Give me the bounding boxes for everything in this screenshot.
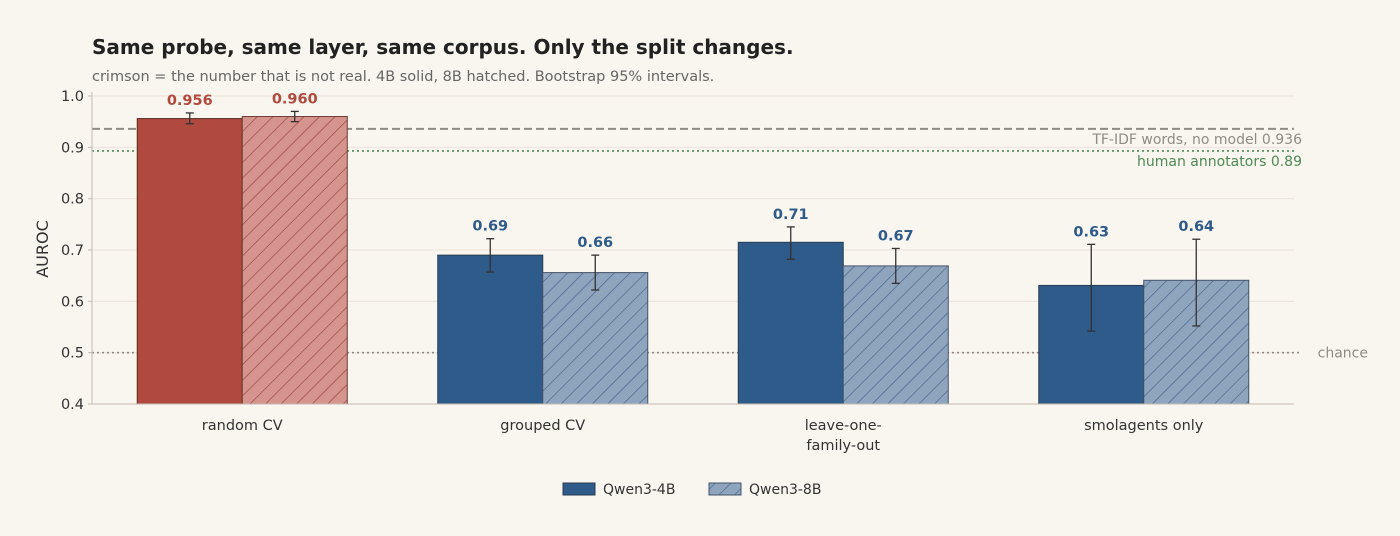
y-tick-label: 0.4	[61, 397, 84, 413]
bar	[737, 241, 844, 405]
chart-title: Same probe, same layer, same corpus. Onl…	[92, 35, 794, 59]
bar	[136, 118, 243, 405]
legend-label: Qwen3-8B	[749, 482, 821, 498]
legend: Qwen3-4B Qwen3-8B	[562, 482, 821, 498]
y-tick-label: 0.9	[61, 140, 84, 156]
y-tick-label: 0.5	[61, 346, 84, 362]
bar	[842, 265, 949, 405]
bar	[542, 272, 649, 405]
y-tick-label: 1.0	[61, 89, 84, 105]
legend-swatch	[708, 482, 742, 496]
x-tick-label: smolagents only	[1084, 418, 1204, 434]
legend-swatch	[562, 482, 596, 496]
reference-line-label: TF-IDF words, no model 0.936	[1091, 132, 1302, 148]
x-tick-label: grouped CV	[500, 418, 585, 434]
bar-value-label: 0.66	[577, 235, 613, 251]
bar	[241, 116, 348, 405]
value-labels: 0.956 0.960 0.69 0.66 0.71 0.67 0.63 0.64	[167, 91, 1214, 251]
bar-value-label: 0.64	[1178, 219, 1214, 235]
y-tick-label: 0.7	[61, 243, 84, 259]
bars	[136, 110, 1250, 405]
reference-line-label: human annotators 0.89	[1137, 154, 1302, 170]
bar-value-label: 0.956	[167, 93, 213, 109]
x-tick-label: family-out	[806, 438, 880, 454]
y-tick-label: 0.8	[61, 192, 84, 208]
bar	[437, 254, 544, 405]
chart-subtitle: crimson = the number that is not real. 4…	[92, 69, 714, 85]
axes: 0.4 0.5 0.6 0.7 0.8 0.9 1.0 random CV grouped CV…	[61, 89, 1294, 454]
legend-label: Qwen3-4B	[603, 482, 675, 498]
y-axis-label: AUROC	[33, 220, 52, 278]
bar-value-label: 0.960	[272, 91, 318, 107]
bar-value-label: 0.71	[773, 207, 809, 223]
bar-value-label: 0.67	[878, 228, 914, 244]
x-tick-label: random CV	[202, 418, 283, 434]
x-tick-label: leave-one-	[805, 418, 882, 434]
y-tick-label: 0.6	[61, 294, 84, 310]
bar-value-label: 0.69	[472, 219, 508, 235]
reference-line-label: chance	[1318, 346, 1368, 362]
bar-value-label: 0.63	[1073, 224, 1109, 240]
